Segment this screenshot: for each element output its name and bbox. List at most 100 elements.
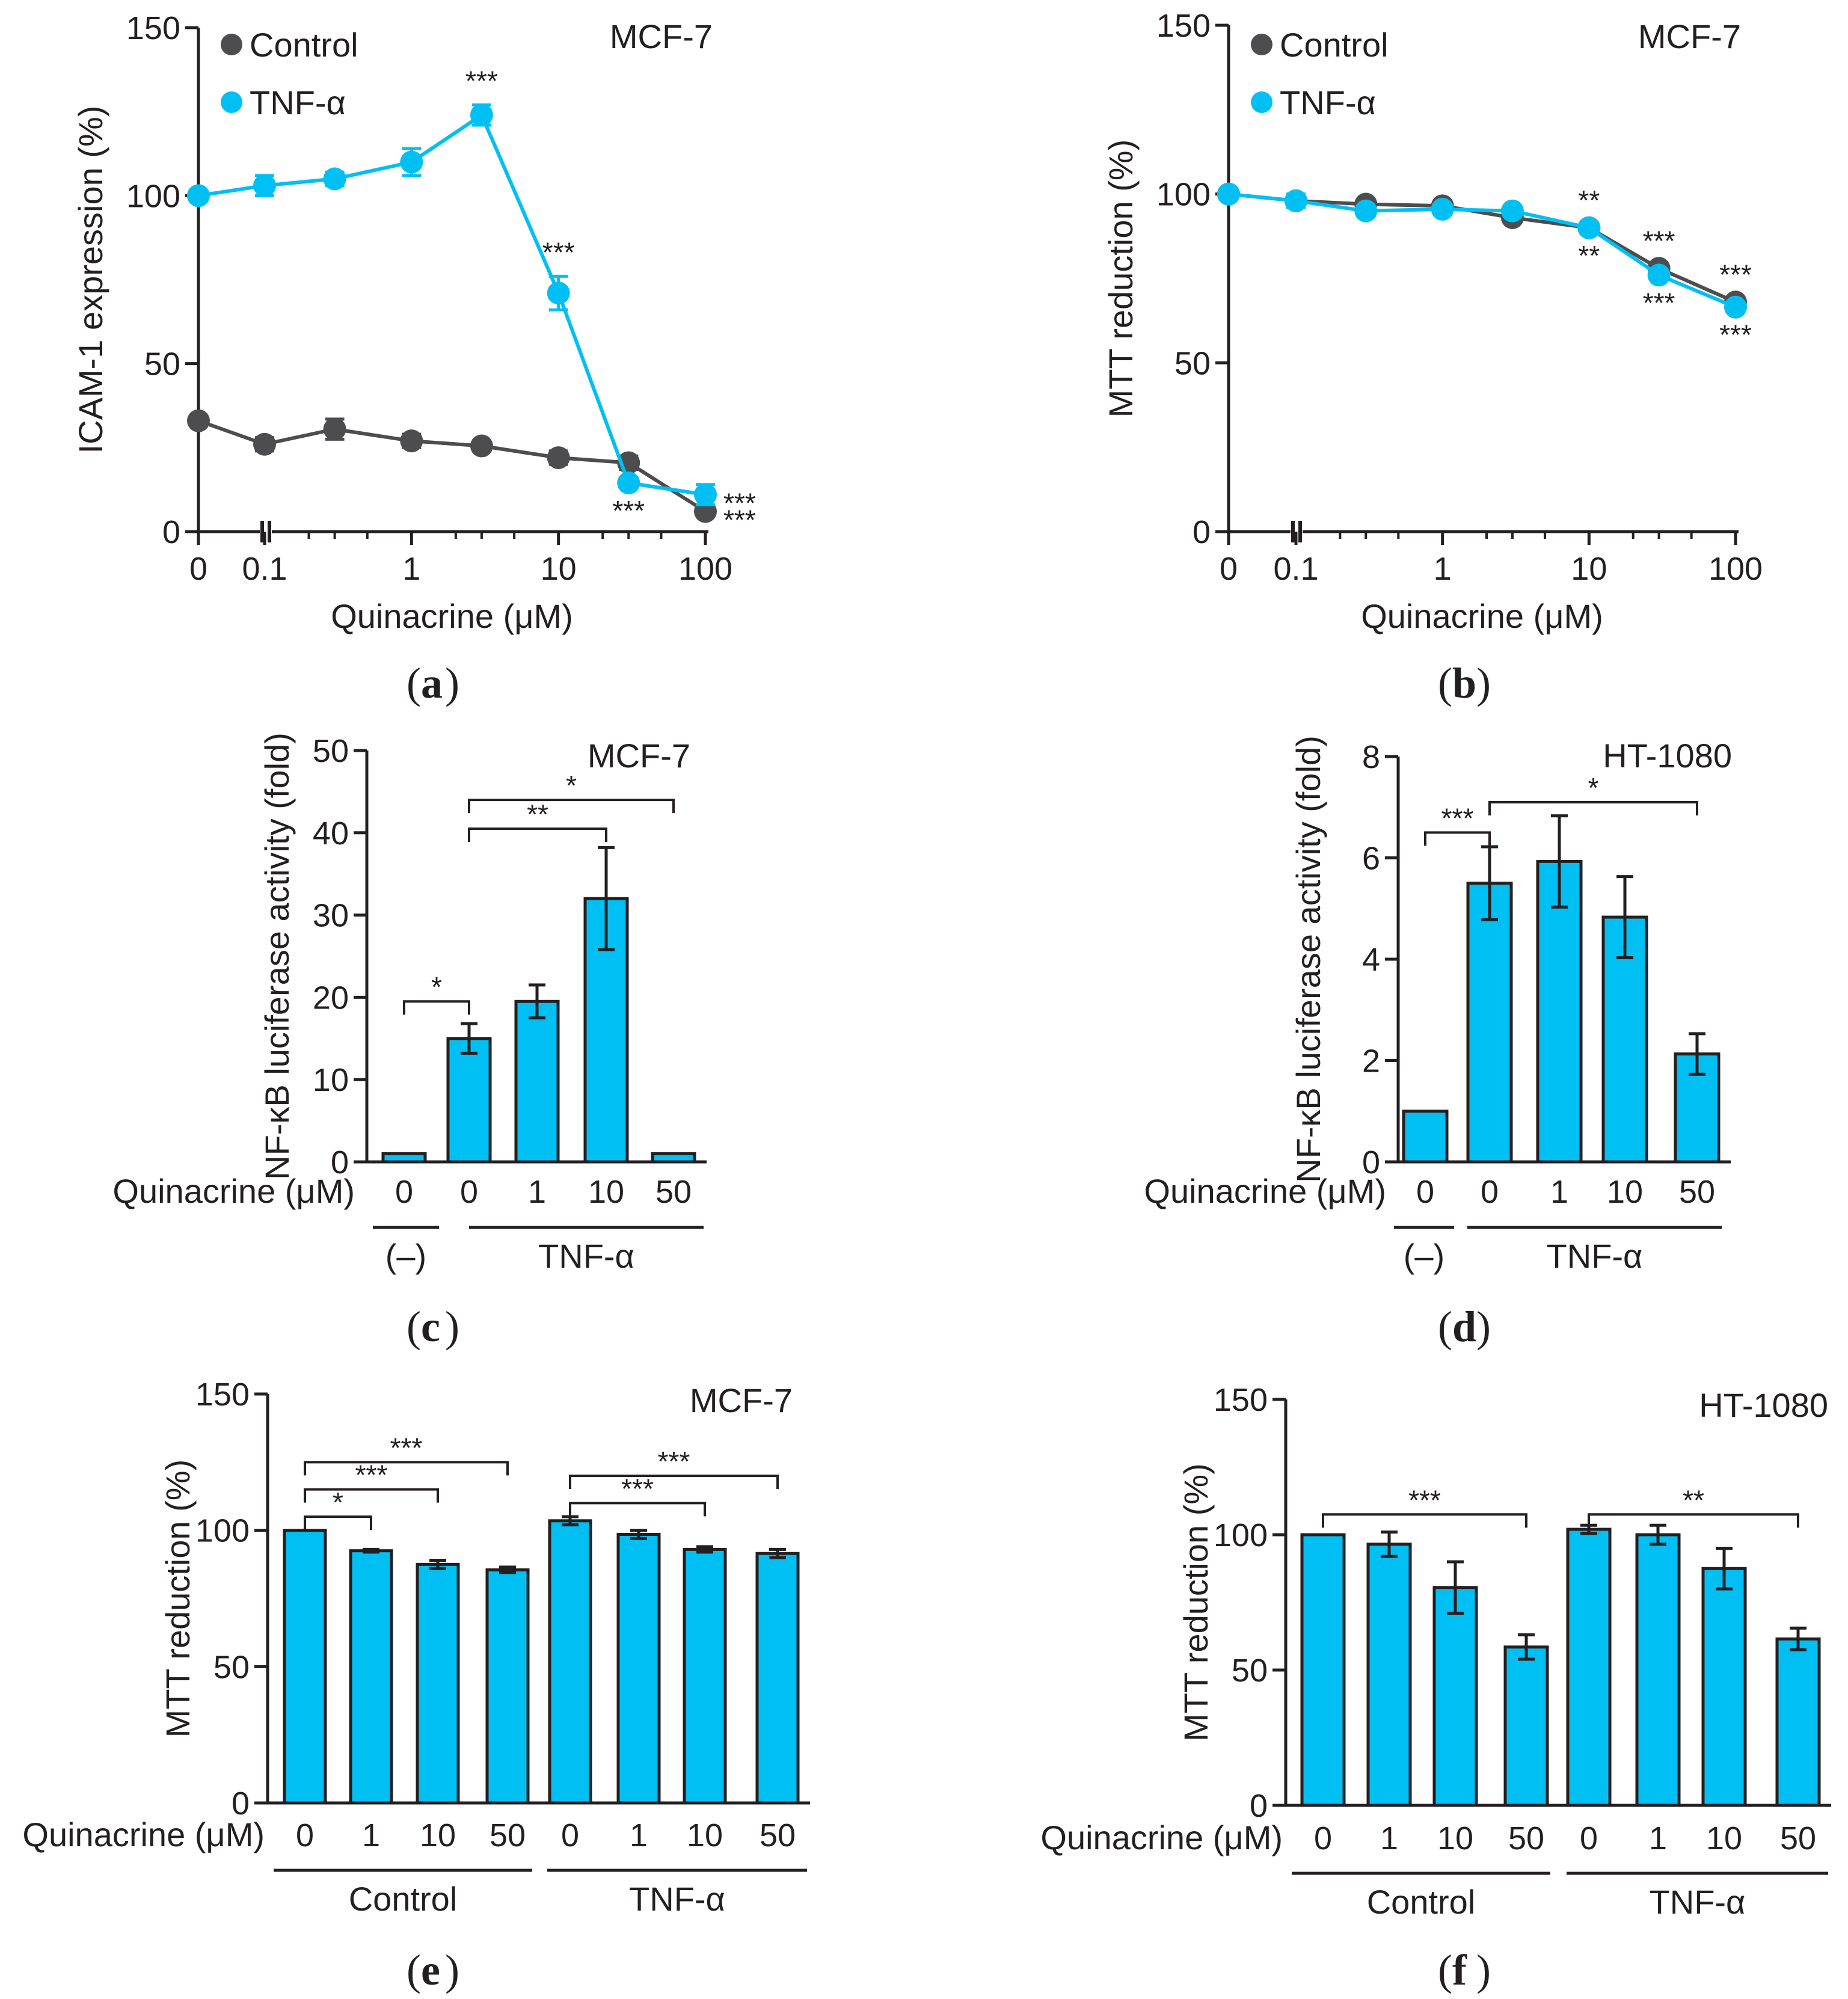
data-point-control — [323, 417, 346, 441]
significance-label: * — [431, 971, 442, 1003]
bar — [416, 1562, 460, 1805]
panel-caption-close: ) — [1476, 1946, 1491, 1994]
group-label: TNF-α — [629, 1880, 725, 1918]
y-tick-label: 0 — [1250, 1788, 1268, 1824]
significance-annotation: *** — [612, 495, 645, 526]
bar — [381, 1152, 427, 1164]
bar — [283, 1529, 327, 1805]
cell-line-label: HT-1080 — [1699, 1386, 1828, 1424]
category-label: 50 — [760, 1817, 796, 1853]
y-tick-label: 0 — [162, 514, 180, 550]
category-label: 1 — [1649, 1820, 1667, 1856]
y-tick-label: 0 — [331, 1144, 349, 1181]
y-tick-label: 4 — [1362, 942, 1380, 978]
category-label: 0 — [460, 1174, 478, 1210]
significance-bracket — [304, 1515, 372, 1530]
category-label: 50 — [655, 1174, 692, 1210]
data-point-control — [547, 446, 570, 470]
y-tick-label: 30 — [313, 898, 349, 934]
category-label: 1 — [1380, 1820, 1398, 1856]
data-point-tnf — [1354, 199, 1378, 223]
significance-annotation: *** — [1643, 287, 1675, 318]
significance-bracket — [569, 1502, 706, 1517]
panel-b: 0 50 100 150 0 0.1 1 10 100 MTT reduction (%) Quin… — [1102, 8, 1763, 707]
category-label: 50 — [1679, 1174, 1715, 1210]
bar — [1466, 882, 1513, 1164]
significance-annotation: *** — [465, 65, 498, 96]
x-tick-label: 100 — [678, 551, 732, 587]
bar — [1566, 1528, 1612, 1807]
x-axis-label: Quinacrine (μM) — [22, 1816, 265, 1853]
cell-line-label: MCF-7 — [690, 1381, 793, 1419]
data-point-tnf — [1431, 197, 1454, 221]
bar — [1635, 1533, 1681, 1807]
category-label: 0 — [395, 1174, 413, 1210]
category-label: 10 — [588, 1174, 624, 1210]
panel-caption: f — [1452, 1946, 1467, 1994]
bar — [485, 1568, 530, 1805]
y-tick-label: 100 — [1214, 1517, 1268, 1553]
data-point-tnf — [1500, 199, 1524, 223]
category-label: 50 — [1780, 1820, 1816, 1856]
y-axis-label: MTT reduction (%) — [159, 1460, 197, 1738]
panel-caption: d — [1452, 1303, 1476, 1351]
bar — [1432, 1586, 1478, 1807]
significance-label: ** — [527, 799, 548, 830]
bar — [1775, 1637, 1821, 1807]
significance-label: *** — [1408, 1484, 1441, 1515]
category-label: 1 — [1550, 1174, 1568, 1210]
y-tick-label: 50 — [1232, 1653, 1268, 1689]
significance-bracket — [569, 1475, 779, 1489]
data-point-tnf — [1577, 216, 1601, 239]
data-point-tnf — [547, 281, 570, 305]
significance-label: *** — [390, 1432, 423, 1463]
data-point-tnf — [323, 167, 346, 191]
panel-caption-open: ( — [407, 1946, 421, 1994]
y-tick-label: 50 — [1174, 345, 1211, 381]
group-label: TNF-α — [538, 1237, 634, 1275]
significance-annotation: *** — [1643, 226, 1675, 257]
x-axis-label: Quinacrine (μM) — [1361, 597, 1603, 635]
data-point-control — [187, 409, 210, 432]
bar — [1503, 1645, 1549, 1807]
data-point-tnf — [694, 483, 717, 506]
y-tick-label: 6 — [1362, 841, 1380, 877]
legend-label: Control — [1280, 26, 1389, 64]
y-axis-label: ICAM-1 expression (%) — [72, 106, 109, 454]
data-point-tnf — [1724, 295, 1747, 319]
panel-caption: c — [421, 1303, 440, 1351]
data-point-tnf — [253, 174, 276, 197]
bar — [548, 1519, 592, 1805]
x-tick-label: 0.1 — [242, 551, 287, 587]
legend-marker — [221, 91, 242, 113]
significance-label: *** — [621, 1473, 654, 1504]
y-tick-label: 0 — [232, 1786, 250, 1822]
y-axis-label: NF-κB luciferase activity (fold) — [258, 732, 296, 1180]
bar — [349, 1549, 393, 1805]
x-axis-label: Quinacrine (μM) — [1040, 1819, 1283, 1856]
y-tick-label: 50 — [213, 1649, 250, 1685]
x-tick-label: 0 — [1220, 551, 1238, 587]
significance-label: *** — [658, 1446, 690, 1477]
y-tick-label: 2 — [1362, 1043, 1380, 1079]
y-tick-label: 20 — [313, 980, 349, 1016]
data-point-tnf — [1647, 263, 1671, 287]
x-tick-label: 10 — [541, 551, 577, 587]
panel-caption-close: ) — [445, 1946, 459, 1994]
category-label: 0 — [296, 1817, 314, 1853]
bar — [616, 1532, 661, 1805]
category-label: 1 — [362, 1817, 380, 1853]
legend-label: Control — [250, 26, 358, 64]
significance-label: *** — [1441, 802, 1474, 834]
data-point-control — [400, 429, 423, 453]
data-point-tnf — [617, 471, 640, 494]
category-label: 10 — [1706, 1820, 1742, 1856]
bar — [1601, 915, 1648, 1164]
data-point-tnf — [400, 150, 423, 174]
y-tick-label: 150 — [126, 10, 180, 46]
bar — [1402, 1110, 1449, 1164]
x-tick-label: 10 — [1571, 551, 1607, 587]
